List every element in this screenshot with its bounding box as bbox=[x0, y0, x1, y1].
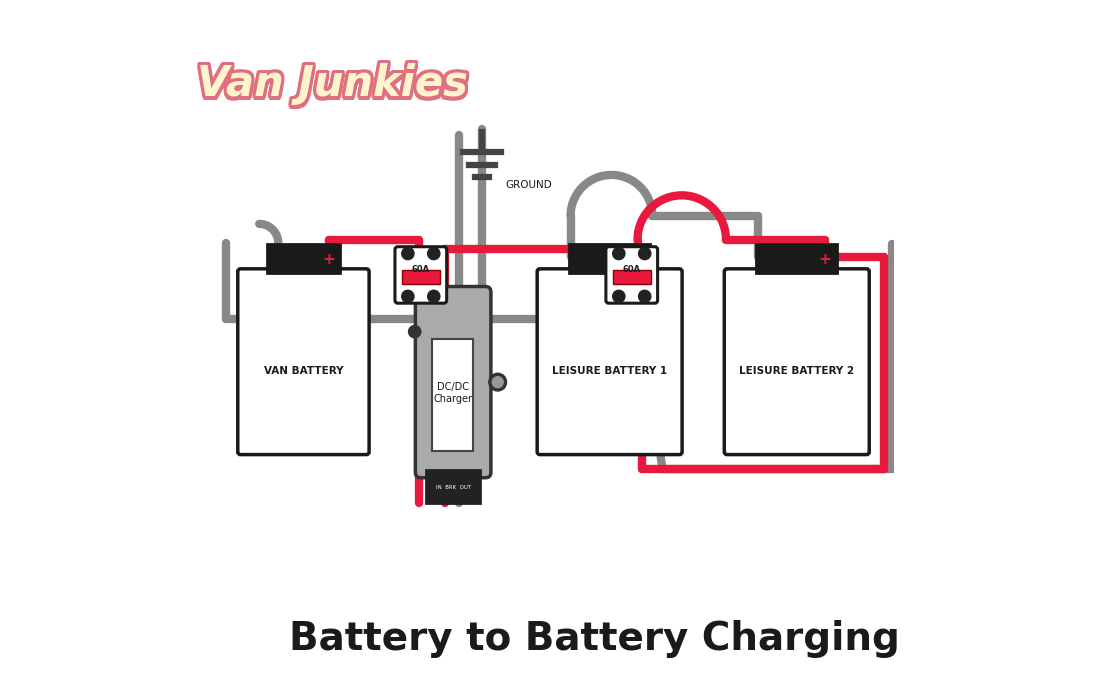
Circle shape bbox=[639, 290, 651, 303]
Text: +: + bbox=[322, 252, 335, 268]
FancyBboxPatch shape bbox=[606, 247, 658, 303]
Text: Van Junkies: Van Junkies bbox=[199, 67, 469, 109]
Text: −: − bbox=[576, 252, 588, 268]
FancyBboxPatch shape bbox=[395, 247, 446, 303]
Text: Van Junkies: Van Junkies bbox=[197, 63, 468, 106]
Text: Van Junkies: Van Junkies bbox=[195, 60, 466, 102]
Text: Battery to Battery Charging: Battery to Battery Charging bbox=[289, 620, 900, 658]
FancyBboxPatch shape bbox=[402, 270, 439, 284]
Text: +: + bbox=[818, 252, 831, 268]
Text: Van Junkies: Van Junkies bbox=[200, 63, 472, 106]
Circle shape bbox=[427, 290, 439, 303]
Text: Van Junkies: Van Junkies bbox=[199, 61, 470, 104]
FancyBboxPatch shape bbox=[433, 339, 473, 451]
Text: Van Junkies: Van Junkies bbox=[197, 60, 468, 102]
FancyBboxPatch shape bbox=[238, 269, 369, 455]
Text: IN  BRK  OUT: IN BRK OUT bbox=[435, 485, 470, 490]
Circle shape bbox=[489, 373, 507, 391]
FancyBboxPatch shape bbox=[267, 244, 340, 273]
FancyBboxPatch shape bbox=[724, 269, 869, 455]
Text: Van Junkies: Van Junkies bbox=[195, 67, 466, 109]
Text: 60A: 60A bbox=[623, 265, 641, 274]
Text: Van Junkies: Van Junkies bbox=[194, 65, 465, 108]
Text: LEISURE BATTERY 2: LEISURE BATTERY 2 bbox=[739, 366, 855, 376]
Circle shape bbox=[402, 290, 414, 303]
Text: Van Junkies: Van Junkies bbox=[197, 67, 468, 109]
Text: VAN BATTERY: VAN BATTERY bbox=[263, 366, 343, 376]
FancyBboxPatch shape bbox=[415, 287, 490, 477]
Text: Van Junkies: Van Junkies bbox=[199, 60, 469, 102]
Circle shape bbox=[402, 248, 414, 259]
Text: Van Junkies: Van Junkies bbox=[194, 63, 465, 106]
Text: Van Junkies: Van Junkies bbox=[194, 61, 465, 104]
Circle shape bbox=[427, 248, 439, 259]
Text: −: − bbox=[763, 252, 775, 268]
Circle shape bbox=[493, 377, 504, 388]
FancyBboxPatch shape bbox=[612, 270, 651, 284]
Circle shape bbox=[408, 326, 421, 338]
Circle shape bbox=[612, 248, 625, 259]
FancyBboxPatch shape bbox=[569, 244, 650, 273]
Text: Van Junkies: Van Junkies bbox=[199, 65, 470, 108]
Text: 60A: 60A bbox=[412, 265, 430, 274]
FancyBboxPatch shape bbox=[756, 244, 837, 273]
FancyBboxPatch shape bbox=[537, 269, 682, 455]
Text: LEISURE BATTERY 1: LEISURE BATTERY 1 bbox=[552, 366, 668, 376]
Circle shape bbox=[639, 248, 651, 259]
Text: −: − bbox=[272, 252, 284, 268]
Circle shape bbox=[612, 290, 625, 303]
Text: GROUND: GROUND bbox=[506, 180, 552, 190]
FancyBboxPatch shape bbox=[426, 470, 480, 503]
Text: DC/DC
Charger: DC/DC Charger bbox=[434, 382, 473, 404]
Text: +: + bbox=[631, 252, 644, 268]
